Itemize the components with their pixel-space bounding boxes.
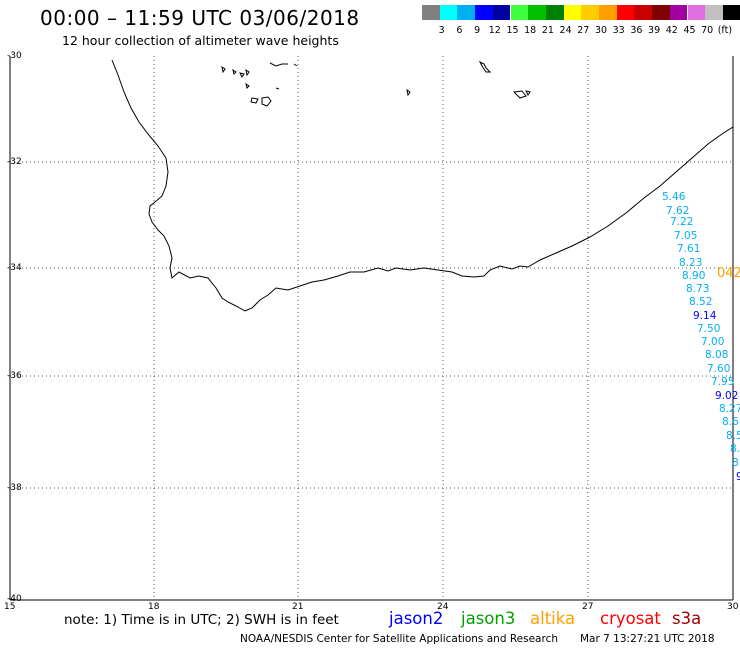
scale-label: 45	[683, 25, 696, 36]
wave-height-value: 8.	[730, 443, 740, 455]
credit-line: NOAA/NESDIS Center for Satellite Applica…	[240, 633, 558, 645]
scale-swatch	[687, 5, 706, 20]
lon-label: 24	[437, 602, 449, 612]
scale-label: 15	[506, 25, 519, 36]
scale-swatch	[616, 5, 635, 20]
wave-height-value: 8.52	[689, 296, 713, 308]
wave-height-value: 5.46	[662, 191, 686, 203]
scale-swatch	[510, 5, 529, 20]
scale-swatch	[422, 5, 440, 20]
scale-swatch	[457, 5, 476, 20]
scale-label: 18	[524, 25, 537, 36]
wave-height-value: 8.08	[705, 349, 729, 361]
scale-label: 12	[488, 25, 501, 36]
scale-label: 24	[559, 25, 572, 36]
scale-label: 39	[648, 25, 661, 36]
satellite-jason3: jason3	[461, 609, 516, 628]
wave-height-value: 7.61	[677, 243, 701, 255]
scale-label: 6	[456, 25, 463, 36]
lat-label: -36	[7, 371, 22, 381]
lat-label: -32	[7, 157, 22, 167]
scale-swatch	[545, 5, 564, 20]
wave-height-value: 7.95	[711, 376, 735, 388]
lon-label: 15	[4, 602, 16, 612]
satellite-cryosat: cryosat	[600, 609, 661, 628]
wave-height-value: 8.73	[686, 283, 710, 295]
scale-label: 33	[612, 25, 625, 36]
pass-time-label: 042	[717, 266, 740, 281]
lat-label: -38	[7, 483, 22, 493]
wave-height-value: 9.14	[693, 310, 717, 322]
scale-swatch	[722, 5, 740, 20]
scale-swatch	[669, 5, 688, 20]
generation-timestamp: Mar 7 13:27:21 UTC 2018	[580, 633, 715, 645]
scale-label: 30	[594, 25, 608, 36]
islands	[221, 60, 531, 107]
scale-label: 70	[701, 25, 714, 36]
scale-swatch	[563, 5, 582, 20]
wave-height-value: 9	[736, 471, 740, 483]
scale-label: (ft)	[717, 25, 733, 36]
wave-height-value: 8.27	[719, 403, 740, 415]
scale-label: 21	[541, 25, 554, 36]
scale-swatch	[705, 5, 723, 20]
wave-height-value: 7.50	[697, 323, 721, 335]
wave-height-value: 8.6	[722, 416, 739, 428]
wave-height-value: 7.62	[666, 205, 690, 217]
lat-label: -30	[7, 51, 22, 61]
chart-subtitle: 12 hour collection of altimeter wave hei…	[62, 33, 339, 48]
satellite-s3a: s3a	[672, 609, 702, 628]
scale-swatch	[581, 5, 599, 20]
wave-height-value: 7.22	[670, 216, 694, 228]
wave-height-value: 8.90	[682, 270, 706, 282]
scale-label: 36	[630, 25, 643, 36]
lon-label: 21	[292, 602, 304, 612]
wave-height-value: 9.02	[715, 390, 739, 402]
scale-label: 42	[665, 25, 678, 36]
wave-height-value: 7.60	[707, 363, 731, 375]
scale-swatch	[599, 5, 617, 20]
scale-label: 3	[438, 25, 445, 36]
coastline-south-africa	[111, 59, 734, 312]
lat-label: -40	[7, 594, 22, 604]
lon-label: 18	[148, 602, 160, 612]
scale-swatch	[528, 5, 546, 20]
lon-label: 27	[582, 602, 594, 612]
scale-label: 27	[577, 25, 590, 36]
wave-height-value: 7.05	[674, 230, 698, 242]
wave-height-value: 8	[732, 457, 739, 469]
lon-label: 30	[727, 602, 739, 612]
scale-swatch	[634, 5, 653, 20]
frame	[9, 56, 734, 601]
scale-swatch	[652, 5, 670, 20]
footer-note: note: 1) Time is in UTC; 2) SWH is in fe…	[64, 612, 339, 628]
wave-height-value: 8.5	[726, 430, 740, 442]
scale-swatch	[475, 5, 493, 20]
satellite-altika: altika	[530, 609, 576, 628]
satellite-jason2: jason2	[389, 609, 444, 628]
wave-height-value: 8.23	[679, 257, 703, 269]
scale-label: 9	[474, 25, 481, 36]
graticule	[10, 56, 733, 600]
wave-height-value: 7.00	[701, 336, 725, 348]
chart-title: 00:00 – 11:59 UTC 03/06/2018	[40, 6, 360, 30]
lat-label: -34	[7, 263, 22, 273]
scale-swatch	[439, 5, 458, 20]
scale-swatch	[492, 5, 511, 20]
